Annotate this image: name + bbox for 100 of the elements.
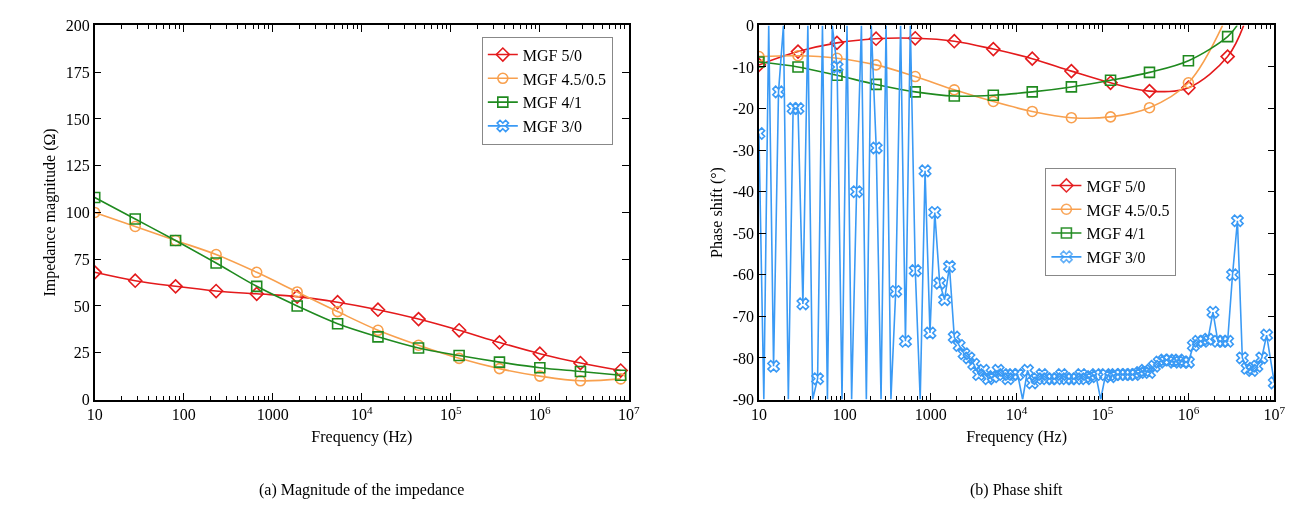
point (1143, 101, 1156, 114)
point (372, 324, 384, 337)
point (1104, 111, 1117, 123)
point (210, 257, 222, 269)
legend-label: MGF 4/1 (1086, 225, 1146, 243)
legend-label: MGF 3/0 (1086, 249, 1146, 267)
point (1181, 80, 1196, 96)
point (831, 52, 843, 65)
point (1026, 86, 1039, 98)
point (331, 317, 344, 330)
x-tick-label: 10$^{7}$ (618, 403, 641, 424)
point (790, 44, 806, 59)
point (291, 300, 303, 312)
point (1103, 75, 1118, 91)
y-tick-label: -70 (732, 307, 754, 325)
text: (a) Magnitude of the impedance (259, 481, 465, 499)
point (573, 355, 588, 371)
point (411, 311, 426, 327)
point (870, 78, 882, 91)
point (1182, 54, 1195, 67)
y-tick-label: 175 (65, 63, 90, 81)
point (534, 361, 546, 374)
point (168, 279, 183, 294)
x-tick-label: 10 (86, 406, 103, 424)
x-tick-label: 10$^{7}$ (1263, 403, 1286, 424)
y-tick-label: -80 (732, 349, 754, 367)
point (948, 84, 961, 96)
point (1065, 111, 1078, 124)
point (1024, 51, 1040, 66)
x-tick-label: 10$^{6}$ (529, 403, 552, 424)
legend-label: MGF 5/0 (522, 46, 582, 64)
x-tick-label: 10$^{6}$ (1177, 403, 1200, 424)
y-axis-title: Phase shift (°) (708, 167, 727, 258)
x-tick-label: 10$^{5}$ (1091, 403, 1114, 424)
point (493, 356, 506, 368)
point (613, 363, 628, 378)
y-tick-label: 0 (81, 391, 90, 409)
point (614, 369, 627, 381)
legend-label: MGF 3/0 (522, 118, 582, 136)
point (946, 33, 962, 49)
point (792, 49, 804, 62)
legend-label: MGF 4.5/0.5 (1086, 201, 1170, 219)
point (127, 273, 143, 289)
legend-label: MGF 5/0 (1086, 177, 1146, 195)
point (291, 286, 303, 298)
point (987, 89, 1000, 102)
point (1065, 81, 1078, 93)
point (870, 59, 882, 71)
y-tick-label: 0 (745, 17, 754, 34)
point (210, 248, 222, 261)
x-tick-label: 10$^{4}$ (1005, 403, 1028, 424)
point (948, 90, 961, 102)
y-tick-label: -10 (732, 58, 754, 76)
y-tick-label: 100 (65, 204, 90, 222)
point (129, 220, 142, 233)
x-tick-label: 10 (750, 406, 767, 424)
point (574, 375, 587, 387)
legend-label: MGF 4.5/0.5 (522, 70, 606, 88)
point (907, 30, 923, 46)
point (249, 286, 264, 302)
point (986, 41, 1001, 57)
x-tick-label: 100 (832, 406, 857, 424)
point (1026, 105, 1039, 118)
point (493, 362, 506, 375)
point (1220, 49, 1235, 64)
y-tick-label: -30 (732, 141, 754, 159)
point (1182, 76, 1195, 89)
point (792, 61, 804, 73)
point (1143, 66, 1156, 79)
point (331, 305, 344, 318)
text: (b) Phase shift (970, 481, 1063, 499)
point (909, 70, 922, 83)
point (829, 35, 845, 51)
x-tick-label: 1000 (256, 406, 289, 424)
y-tick-label: 75 (73, 250, 90, 268)
y-tick-label: 25 (73, 344, 90, 362)
point (370, 302, 386, 318)
point (250, 266, 263, 279)
x-tick-label: 100 (171, 406, 196, 424)
y-tick-label: -50 (732, 224, 754, 242)
point (987, 95, 1000, 108)
point (492, 335, 507, 350)
point (372, 331, 384, 343)
point (574, 365, 587, 378)
y-tick-label: -20 (732, 100, 754, 118)
y-tick-label: -60 (732, 266, 754, 284)
legend-label: MGF 4/1 (522, 94, 582, 112)
y-tick-label: -90 (732, 391, 754, 409)
x-tick-label: 10$^{5}$ (440, 403, 462, 424)
y-tick-label: 150 (65, 110, 90, 128)
point (1221, 30, 1234, 43)
point (451, 322, 467, 338)
point (129, 213, 142, 225)
y-tick-label: 125 (65, 157, 90, 175)
x-axis-title: Frequency (Hz) (966, 427, 1068, 446)
point (289, 289, 305, 304)
y-tick-label: -40 (732, 183, 754, 201)
x-axis-title: Frequency (Hz) (311, 427, 413, 446)
point (250, 280, 263, 293)
point (1142, 83, 1157, 99)
